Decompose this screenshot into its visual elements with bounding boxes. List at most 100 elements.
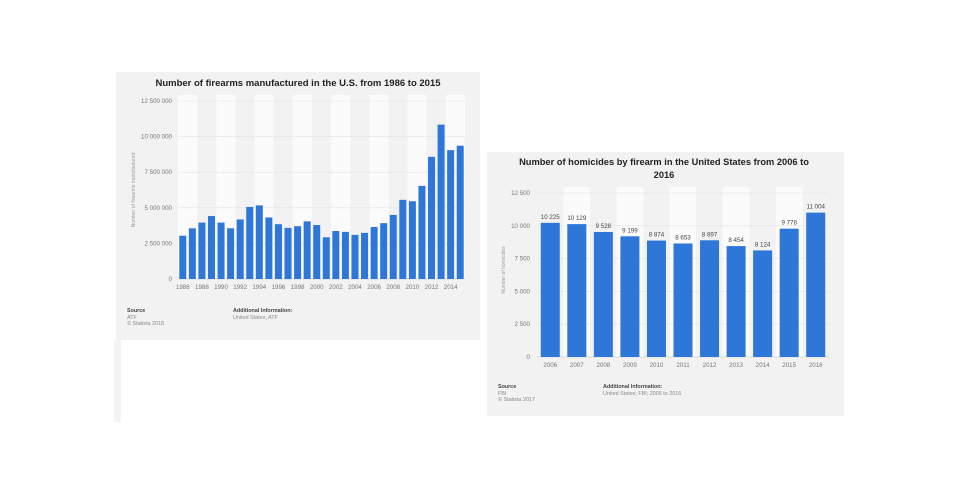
- x-tick-label: 1986: [176, 284, 190, 291]
- y-tick-label: 2 500: [515, 321, 531, 328]
- data-label: 10 225: [541, 214, 560, 221]
- bar: [236, 219, 244, 279]
- chart-title: Number of firearms manufactured in the U…: [155, 78, 441, 89]
- bar: [284, 227, 292, 279]
- y-tick-labels: 0 2 500 5 000 7 500 10 000 12 500: [511, 190, 530, 361]
- bar: [179, 235, 187, 279]
- source-text: FBI: [498, 390, 507, 397]
- x-tick-label: 2016: [809, 362, 823, 369]
- copyright-text: © Statista 2017: [498, 397, 535, 403]
- x-tick-label: 2013: [729, 362, 743, 369]
- x-tick-label: 2006: [367, 284, 381, 291]
- y-tick-label: 7 500: [515, 256, 531, 263]
- bar: [341, 231, 349, 279]
- x-tick-label: 2011: [676, 362, 690, 369]
- source-heading: Source: [498, 384, 517, 390]
- source-block: Source FBI © Statista 2017: [498, 384, 535, 404]
- bar: [456, 145, 464, 279]
- x-tick-label: 2014: [756, 362, 770, 369]
- data-label: 8 653: [675, 234, 691, 241]
- bar: [207, 216, 215, 279]
- bar: [351, 234, 359, 279]
- bar: [399, 199, 407, 279]
- bar: [303, 221, 311, 279]
- y-tick-label: 12 500: [511, 190, 530, 197]
- additional-info-text: United States; FBI; 2006 to 2016: [603, 390, 682, 397]
- bar: [389, 214, 397, 279]
- bar: [806, 212, 826, 357]
- data-label: 8 454: [728, 237, 744, 244]
- x-tick-label: 1992: [233, 284, 247, 291]
- x-tick-label: 2006: [543, 362, 557, 369]
- copyright-text: © Statista 2018: [127, 321, 164, 327]
- x-tick-label: 2004: [348, 284, 362, 291]
- x-tick-label: 1998: [291, 284, 305, 291]
- x-tick-label: 2008: [596, 362, 610, 369]
- x-tick-label: 1990: [214, 284, 228, 291]
- bars: [540, 212, 826, 357]
- x-tick-label: 1996: [272, 284, 286, 291]
- bar: [673, 243, 693, 357]
- bar: [227, 228, 235, 279]
- x-tick-labels: 1986 1988 1990 1992 1994 1996 1998 2000 2002 2004…: [176, 284, 458, 291]
- gridlines: [178, 100, 465, 280]
- additional-info-heading: Additional Information:: [233, 308, 293, 314]
- bar: [198, 222, 206, 279]
- additional-info-block: Additional Information: United States; F…: [603, 384, 681, 397]
- additional-info-block: Additional Information: United States; A…: [233, 308, 292, 321]
- bar: [294, 226, 302, 279]
- y-tick-label: 5 000: [515, 288, 531, 295]
- x-tick-label: 2012: [425, 284, 439, 291]
- data-label: 11 004: [806, 204, 825, 211]
- x-tick-label: 2007: [570, 362, 584, 369]
- data-labels: 10 225 10 129 9 528 9 199 8 874 8 653 8 897 8 4…: [541, 204, 826, 249]
- bar: [370, 227, 378, 279]
- left-edge-strip: [114, 340, 121, 422]
- x-tick-label: 1994: [252, 284, 266, 291]
- bar: [380, 223, 388, 279]
- bar: [428, 156, 436, 279]
- bar: [265, 217, 273, 279]
- y-axis-title: Number of firearms manufactured: [131, 152, 137, 227]
- data-label: 8 897: [702, 231, 718, 238]
- bar: [246, 206, 254, 279]
- y-tick-label: 0: [169, 276, 173, 283]
- bar: [322, 237, 330, 279]
- x-tick-label: 2015: [782, 362, 796, 369]
- data-label: 9 199: [622, 227, 638, 234]
- x-tick-label: 1988: [195, 284, 209, 291]
- y-tick-labels: 0 2 500 000 5 000 000 7 500 000 10 000 000 12…: [141, 98, 173, 283]
- bar: [437, 124, 445, 279]
- y-tick-label: 2 500 000: [144, 240, 172, 247]
- x-tick-label: 2002: [329, 284, 343, 291]
- bar: [646, 240, 666, 357]
- additional-info-text: United States; ATF: [233, 314, 278, 321]
- bar: [361, 232, 369, 279]
- source-block: Source ATF © Statista 2018: [127, 308, 164, 328]
- data-label: 8 124: [755, 241, 771, 248]
- y-tick-label: 12 500 000: [141, 98, 173, 105]
- source-heading: Source: [127, 308, 146, 314]
- bar: [620, 236, 640, 357]
- bar: [332, 231, 340, 279]
- y-tick-label: 0: [527, 354, 531, 361]
- bar: [408, 201, 416, 279]
- bar: [567, 224, 587, 357]
- bar: [274, 224, 282, 279]
- x-tick-label: 2009: [623, 362, 637, 369]
- bar: [779, 228, 799, 357]
- bar: [700, 240, 720, 357]
- y-tick-label: 7 500 000: [144, 169, 172, 176]
- source-text: ATF: [127, 314, 137, 321]
- bar: [255, 205, 263, 279]
- bar: [313, 225, 321, 279]
- firearms-chart-plot: 0 2 500 000 5 000 000 7 500 000 10 000 000 12…: [131, 95, 465, 291]
- data-label: 8 874: [649, 232, 665, 239]
- bar: [418, 185, 426, 279]
- data-label: 10 129: [567, 215, 586, 222]
- bar: [540, 222, 560, 357]
- bar: [593, 231, 613, 357]
- bar: [188, 228, 196, 279]
- x-tick-label: 2000: [310, 284, 324, 291]
